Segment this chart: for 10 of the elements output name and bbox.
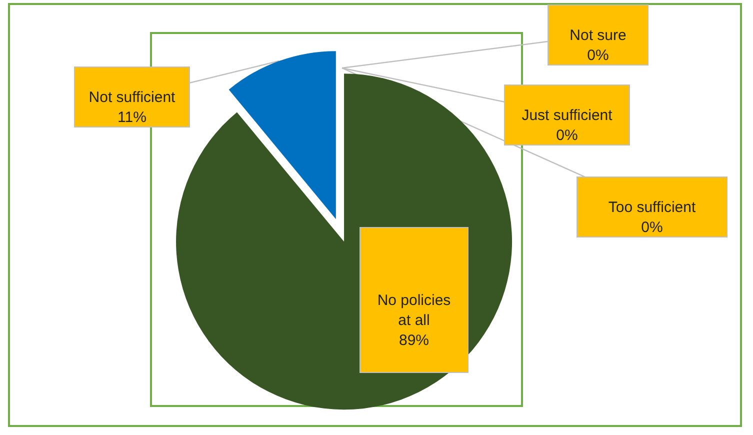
- slice-label: No policies at all: [377, 292, 451, 329]
- data-label: 89%: [398, 332, 430, 349]
- category-label: Not sure: [570, 27, 626, 44]
- data-label: 11%: [118, 109, 146, 126]
- text: 0%: [556, 127, 578, 144]
- category-label: Too sufficient: [608, 199, 696, 216]
- category-label: Just sufficient: [522, 107, 612, 124]
- text: 0%: [587, 47, 609, 64]
- text: 0%: [641, 219, 663, 236]
- slice-label: Not sufficient: [88, 89, 176, 106]
